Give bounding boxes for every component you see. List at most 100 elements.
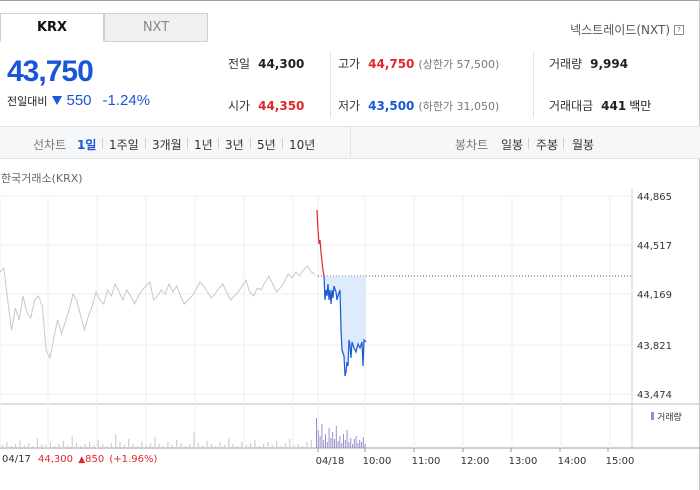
line-chart-label: 선차트 (33, 138, 67, 152)
volume-bar (263, 444, 265, 448)
volume-bar (193, 432, 195, 448)
period-5y[interactable]: 5년 (257, 138, 276, 152)
x-tick-label: 04/18 (316, 456, 345, 467)
volume-bar (328, 428, 330, 448)
volume-bar (276, 441, 278, 448)
period-separator (528, 138, 529, 149)
volume-bar (132, 444, 134, 448)
volume-bar (110, 443, 112, 448)
volume-bar (49, 442, 51, 448)
volume-bar (19, 440, 21, 448)
volume-bar (353, 439, 355, 448)
candle-weekly[interactable]: 주봉 (536, 138, 559, 152)
current-price: 43,750 (7, 55, 94, 88)
volume-bar (15, 444, 17, 448)
stat-open: 시가 44,350 (228, 97, 304, 114)
volume-bar (362, 437, 364, 448)
volume-bar (210, 444, 212, 448)
volume-bar (258, 446, 260, 448)
stat-value: 43,500 (368, 99, 415, 113)
volume-bar (335, 426, 337, 448)
volume-bar (280, 446, 282, 448)
volume-bar (58, 444, 60, 448)
volume-bar (310, 440, 312, 448)
volume-bar (149, 443, 152, 448)
volume-bar (75, 443, 78, 448)
period-10y[interactable]: 10년 (289, 138, 316, 152)
volume-bar (102, 444, 104, 448)
volume-bar (106, 446, 108, 448)
volume-bar (289, 439, 291, 448)
volume-bar (323, 440, 325, 448)
stat-value: 441 (601, 99, 627, 113)
volume-bar (119, 442, 121, 448)
period-3m[interactable]: 3개월 (152, 138, 182, 152)
stat-value: 9,994 (590, 57, 629, 71)
change-label: 전일대비 (7, 95, 48, 108)
volume-bar (302, 446, 304, 448)
candle-monthly[interactable]: 월봉 (572, 138, 595, 152)
volume-bar (271, 445, 273, 448)
period-separator (563, 138, 564, 149)
volume-bar (167, 442, 169, 448)
period-1w[interactable]: 1주일 (109, 138, 139, 152)
y-tick-label: 44,865 (637, 192, 672, 203)
volume-bar (219, 442, 221, 448)
period-1y[interactable]: 1년 (194, 138, 213, 152)
volume-bar (355, 436, 357, 448)
tab-nxt[interactable]: NXT (104, 13, 208, 42)
volume-bar (316, 418, 317, 448)
period-separator (218, 138, 219, 149)
volume-bar (297, 444, 299, 448)
volume-legend-label: 거래량 (657, 411, 682, 423)
volume-bar (339, 436, 341, 448)
footer-close: 44,300 (38, 454, 74, 465)
period-separator (102, 138, 103, 149)
down-triangle-icon (52, 96, 63, 105)
volume-legend-swatch (651, 412, 654, 420)
x-tick-label: 10:00 (363, 456, 392, 467)
candle-daily[interactable]: 일봉 (501, 138, 524, 152)
volume-bar (28, 443, 30, 448)
volume-bar (306, 442, 308, 448)
help-icon[interactable]: ? (674, 24, 684, 35)
stat-amount: 거래대금 441 백만 (549, 97, 651, 114)
stat-prev-close: 전일 44,300 (228, 55, 304, 72)
volume-bar (223, 445, 225, 448)
period-1d[interactable]: 1일 (77, 138, 97, 152)
volume-bar (249, 443, 252, 448)
volume-bar (228, 438, 230, 448)
volume-bar (206, 441, 208, 448)
volume-bar (97, 440, 99, 448)
stat-high: 고가 44,750 (상한가 57,500) (338, 55, 499, 72)
volume-bar (180, 443, 182, 448)
volume-bar (189, 444, 191, 448)
volume-bar (361, 442, 362, 448)
volume-bar (141, 442, 143, 448)
volume-bar (154, 437, 156, 448)
volume-bar (162, 446, 165, 448)
volume-bar (364, 444, 366, 448)
y-tick-label: 43,474 (637, 390, 672, 401)
volume-bar (359, 440, 361, 448)
stat-unit: 백만 (629, 99, 652, 113)
volume-bar (80, 446, 82, 448)
prev-day-summary: 04/17 44,300 ▲850 (+1.96%) (2, 454, 157, 465)
volume-bar (241, 442, 243, 448)
volume-bar (344, 440, 346, 448)
footer-date: 04/17 (2, 454, 31, 465)
volume-bar (341, 443, 343, 448)
volume-bar (2, 445, 4, 448)
volume-bar (232, 444, 234, 448)
tab-krx[interactable]: KRX (0, 13, 104, 42)
y-tick-label: 44,517 (637, 241, 672, 252)
period-3y[interactable]: 3년 (225, 138, 244, 152)
volume-bar (115, 434, 117, 448)
volume-bar (36, 438, 38, 448)
stat-label: 저가 (338, 99, 361, 113)
volume-bar (62, 441, 65, 448)
stat-volume: 거래량 9,994 (549, 55, 628, 72)
volume-bar (267, 442, 269, 448)
nxt-info-link[interactable]: 넥스트레이드(NXT) ? (570, 21, 684, 38)
